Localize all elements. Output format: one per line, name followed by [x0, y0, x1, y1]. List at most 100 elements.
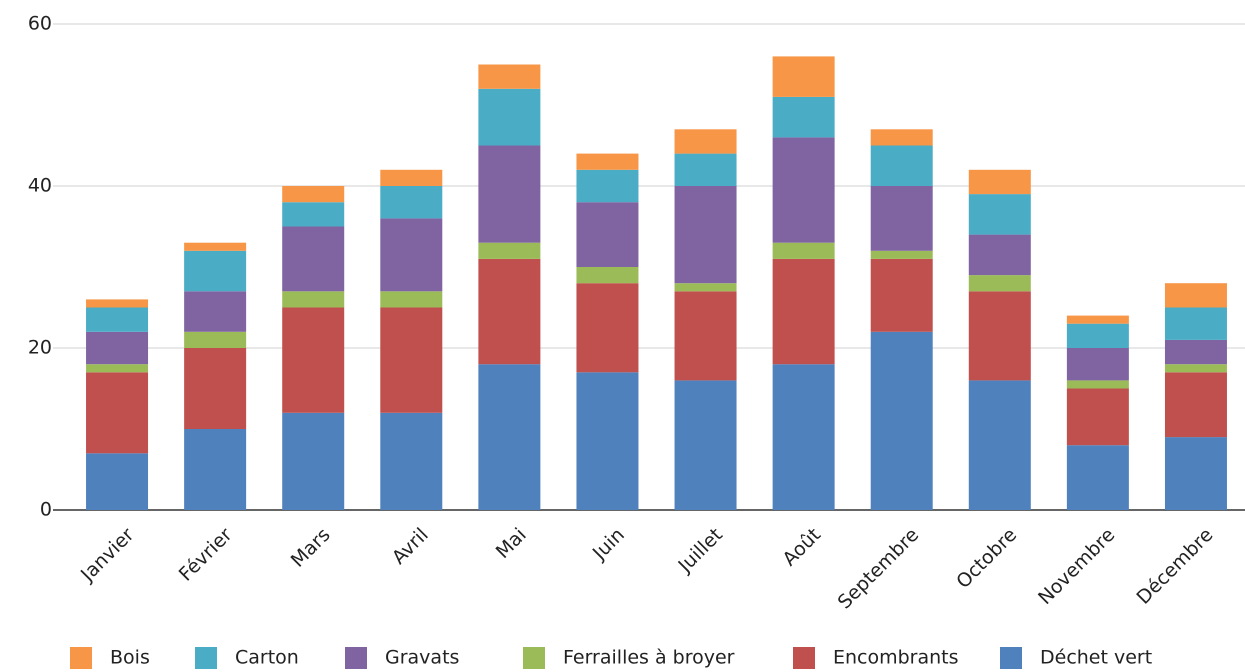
bar-segment: [674, 129, 737, 154]
bar-segment: [674, 380, 737, 510]
legend-swatch: [793, 647, 815, 669]
bar-segment: [184, 250, 247, 292]
legend-swatch: [1000, 647, 1022, 669]
bar-segment: [380, 169, 443, 186]
bar-segment: [380, 218, 443, 292]
bar-segment: [1164, 307, 1227, 340]
bar-segment: [1066, 315, 1129, 324]
bar-segment: [86, 372, 149, 454]
bar-segment: [968, 275, 1031, 292]
bar-segment: [1164, 372, 1227, 438]
bar-segment: [674, 291, 737, 381]
bar-segment: [478, 242, 541, 259]
y-tick-label: 20: [28, 337, 52, 359]
bar-segment: [1164, 364, 1227, 373]
bar-segment: [86, 307, 149, 332]
x-tick-label: Janvier: [76, 524, 139, 587]
bar-segment: [968, 169, 1031, 195]
x-tick-label: Septembre: [834, 524, 924, 614]
bar-segment: [870, 250, 933, 259]
x-tick-label: Août: [779, 524, 826, 571]
bar-segment: [576, 169, 639, 203]
bar-segment: [772, 96, 835, 138]
legend-label: Encombrants: [833, 647, 959, 669]
bar-segment: [968, 234, 1031, 276]
bar-segment: [86, 453, 149, 510]
legend-swatch: [345, 647, 367, 669]
bar-segment: [282, 412, 345, 510]
bar-segment: [870, 331, 933, 510]
bar-segment: [184, 291, 247, 332]
bar-segment: [478, 364, 541, 510]
bar-segment: [282, 226, 345, 292]
bar-segment: [282, 291, 345, 308]
x-tick-label: Juillet: [673, 524, 726, 577]
x-tick-label: Avril: [388, 524, 433, 569]
bar-segment: [184, 242, 247, 251]
legend-swatch: [195, 647, 217, 669]
bar-segment: [380, 186, 443, 219]
legend-label: Carton: [235, 647, 299, 669]
bar-segment: [968, 194, 1031, 235]
bar-segment: [674, 186, 737, 284]
bar-segment: [478, 64, 541, 89]
bar-segment: [576, 153, 639, 170]
y-tick-label: 60: [28, 13, 52, 35]
bar-segment: [1066, 323, 1129, 348]
bar-segment: [282, 202, 345, 227]
bar-segment: [674, 283, 737, 292]
bar-segment: [184, 429, 247, 510]
bar-segment: [478, 258, 541, 365]
bar-segment: [1066, 445, 1129, 510]
bar-segment: [870, 145, 933, 186]
bar-segment: [282, 186, 345, 203]
bar-segment: [870, 258, 933, 332]
bar-segment: [576, 283, 639, 373]
bar-segment: [1066, 380, 1129, 389]
bar-segment: [870, 186, 933, 251]
legend-label: Bois: [110, 647, 150, 669]
bar-segment: [772, 56, 835, 97]
bar-segment: [1164, 339, 1227, 365]
bar-segment: [772, 137, 835, 243]
bar-segment: [478, 145, 541, 243]
x-tick-label: Octobre: [952, 524, 1021, 593]
bar-segment: [184, 331, 247, 348]
bar-segment: [772, 258, 835, 365]
legend-swatch: [70, 647, 92, 669]
bar-segment: [674, 153, 737, 186]
bar-segment: [1066, 388, 1129, 446]
bar-segment: [772, 364, 835, 510]
bar-segment: [576, 202, 639, 267]
bar-segment: [576, 267, 639, 284]
legend-swatch: [523, 647, 545, 669]
y-tick-label: 40: [28, 175, 52, 197]
bar-segment: [380, 291, 443, 308]
bar-segment: [86, 364, 149, 373]
legend-label: Gravats: [385, 647, 459, 669]
y-tick-label: 0: [40, 499, 52, 521]
bar-segment: [968, 291, 1031, 381]
bar-segment: [1164, 437, 1227, 510]
bar-segment: [184, 348, 247, 429]
legend-label: Déchet vert: [1040, 647, 1152, 669]
bar-segment: [772, 242, 835, 259]
bar-segment: [870, 129, 933, 146]
x-tick-label: Février: [175, 524, 237, 586]
x-tick-label: Juin: [588, 524, 629, 565]
bar-segment: [1164, 283, 1227, 308]
bar-segment: [380, 307, 443, 413]
x-tick-label: Décembre: [1132, 524, 1217, 609]
bar-segment: [1066, 348, 1129, 381]
bar-segment: [282, 307, 345, 413]
x-tick-label: Novembre: [1034, 524, 1119, 609]
x-tick-label: Mai: [492, 524, 531, 563]
bar-segment: [86, 299, 149, 308]
x-tick-label: Mars: [287, 524, 335, 572]
legend-label: Ferrailles à broyer: [563, 647, 735, 669]
bar-segment: [478, 88, 541, 146]
bar-segment: [380, 412, 443, 510]
bar-segment: [576, 372, 639, 510]
bar-segment: [968, 380, 1031, 510]
